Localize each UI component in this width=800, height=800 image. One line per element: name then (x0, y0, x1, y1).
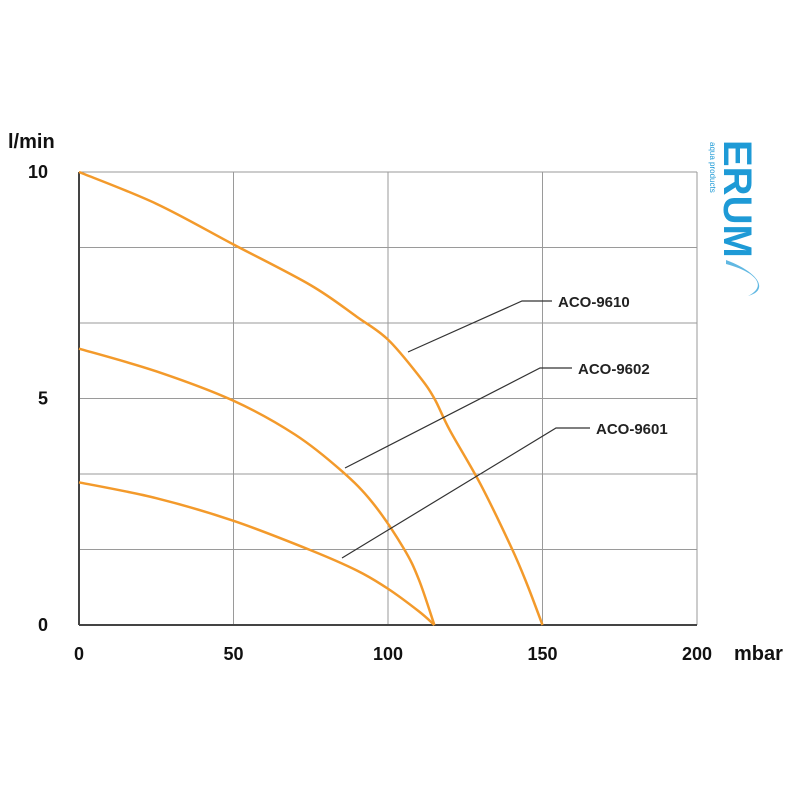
x-axis-unit-label: mbar (734, 643, 783, 665)
series-label-aco-9610: ACO-9610 (558, 294, 630, 311)
series-line-aco-9610 (78, 170, 544, 626)
series-leader-lines (341, 300, 590, 559)
x-tick-label: 0 (74, 644, 84, 664)
x-tick-label: 50 (223, 644, 243, 664)
wave-icon (726, 260, 760, 296)
x-tick-label: 200 (682, 644, 712, 664)
leader-line-aco-9601 (341, 427, 590, 559)
leader-line-aco-9610 (407, 300, 552, 353)
x-tick-label: 150 (527, 644, 557, 664)
series-label-aco-9602: ACO-9602 (578, 361, 650, 378)
series-labels: ACO-9610 ACO-9602 ACO-9601 (558, 294, 668, 438)
x-tick-label: 100 (373, 644, 403, 664)
y-axis-unit-label: l/min (8, 131, 55, 153)
logo-tagline-text: aqua products (708, 142, 717, 193)
axes (78, 172, 697, 626)
y-tick-label: 10 (28, 162, 48, 182)
brand-logo: ERUM aqua products (708, 140, 760, 296)
y-tick-label: 5 (38, 389, 48, 409)
series-label-aco-9601: ACO-9601 (596, 421, 668, 438)
series-line-aco-9602 (78, 347, 436, 626)
grid (79, 171, 698, 625)
y-tick-label: 0 (38, 615, 48, 635)
tick-labels: 0 50 100 150 200 0 5 10 (28, 162, 712, 664)
leader-line-aco-9602 (344, 367, 572, 469)
series-line-aco-9601 (78, 481, 436, 626)
series-lines (78, 170, 544, 626)
logo-brand-text: ERUM (715, 140, 759, 258)
